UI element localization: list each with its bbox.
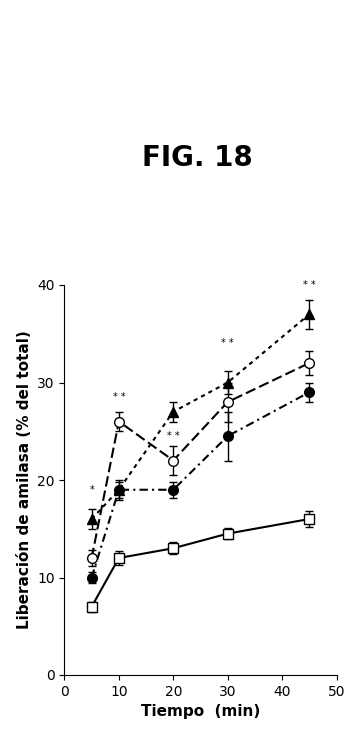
Text: * *: * * <box>112 392 125 402</box>
Text: * *: * * <box>221 338 234 348</box>
Text: * *: * * <box>167 431 180 441</box>
Y-axis label: Liberación de amilasa (% del total): Liberación de amilasa (% del total) <box>16 331 32 629</box>
X-axis label: Tiempo  (min): Tiempo (min) <box>141 704 260 719</box>
Text: *: * <box>89 484 94 495</box>
Text: * *: * * <box>303 280 316 290</box>
Text: FIG. 18: FIG. 18 <box>141 143 252 172</box>
